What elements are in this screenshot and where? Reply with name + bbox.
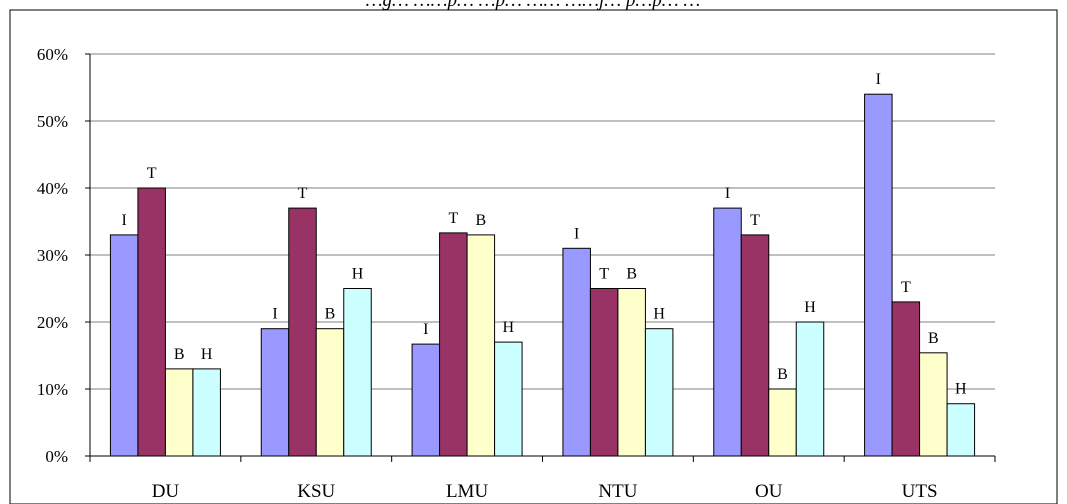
- bar-ksu-h: [343, 288, 372, 457]
- bar-lmu-h: [494, 341, 523, 457]
- bar-uts-h: [946, 403, 976, 457]
- category-label: DU: [152, 481, 180, 502]
- bar-uts-t: [891, 301, 921, 457]
- bar-label: I: [122, 212, 127, 229]
- category-label: NTU: [598, 481, 637, 502]
- bar-du-t: [137, 187, 166, 457]
- y-tick-label: 50%: [37, 112, 68, 131]
- bar-ou-i: [713, 207, 742, 457]
- bar-label: I: [876, 71, 881, 88]
- bar-uts-i: [864, 93, 893, 457]
- bar-ksu-i: [260, 328, 290, 457]
- bar-label: I: [574, 225, 579, 242]
- bar-label: I: [272, 306, 277, 323]
- bar-label: B: [777, 366, 788, 383]
- bar-label: B: [928, 330, 939, 347]
- y-tick-label: 60%: [37, 45, 68, 64]
- bar-label: B: [475, 212, 486, 229]
- y-tick-label: 30%: [37, 246, 68, 265]
- bar-du-i: [109, 234, 139, 457]
- bar-label: H: [804, 299, 816, 316]
- bar-du-h: [192, 368, 221, 457]
- y-tick-label: 0%: [45, 447, 68, 466]
- y-tick-label: 20%: [37, 313, 68, 332]
- bar-uts-b: [919, 352, 948, 457]
- y-axis-ticks: 0% 10% 20% 30% 40% 50% 60%: [37, 45, 90, 466]
- bar-ou-h: [795, 321, 825, 457]
- bar-label: T: [147, 165, 157, 182]
- bar-ksu-b: [315, 328, 345, 457]
- category-label: OU: [755, 481, 783, 502]
- bar-ou-b: [768, 388, 797, 457]
- bar-label: B: [626, 266, 637, 283]
- y-tick-label: 40%: [37, 179, 68, 198]
- bar-label: T: [298, 185, 308, 202]
- bar-lmu-i: [411, 343, 441, 457]
- bar-label: T: [901, 279, 911, 296]
- bar-lmu-b: [466, 234, 496, 457]
- bar-label: B: [325, 306, 336, 323]
- bar-label: I: [725, 185, 730, 202]
- bar-label: H: [352, 266, 364, 283]
- bar-label: T: [448, 210, 458, 227]
- bar-label: T: [750, 212, 760, 229]
- bar-lmu-t: [439, 232, 468, 457]
- gridlines: [90, 53, 995, 390]
- category-label: KSU: [297, 481, 335, 502]
- bars: [109, 93, 976, 457]
- y-tick-label: 10%: [37, 380, 68, 399]
- bar-ntu-h: [644, 328, 674, 457]
- category-label: LMU: [446, 481, 489, 502]
- category-label: UTS: [902, 481, 938, 502]
- category-labels: DU KSU LMU NTU OU UTS: [89, 456, 996, 502]
- bar-ou-t: [740, 234, 770, 457]
- bar-label: I: [423, 321, 428, 338]
- bar-label: H: [201, 346, 213, 363]
- chart-border: [9, 9, 1058, 504]
- bar-label: H: [653, 306, 665, 323]
- bar-ntu-b: [617, 288, 646, 457]
- bar-label: H: [503, 319, 515, 336]
- bar-du-b: [164, 368, 194, 457]
- bar-ntu-i: [562, 247, 591, 457]
- chart-title: …g… ……p… …p… …… ……j… p…p… …: [366, 0, 701, 11]
- bar-label: B: [174, 346, 185, 363]
- bar-ntu-t: [589, 288, 619, 457]
- bar-label: T: [599, 266, 609, 283]
- bar-label: H: [955, 381, 967, 398]
- bar-ksu-t: [288, 207, 317, 457]
